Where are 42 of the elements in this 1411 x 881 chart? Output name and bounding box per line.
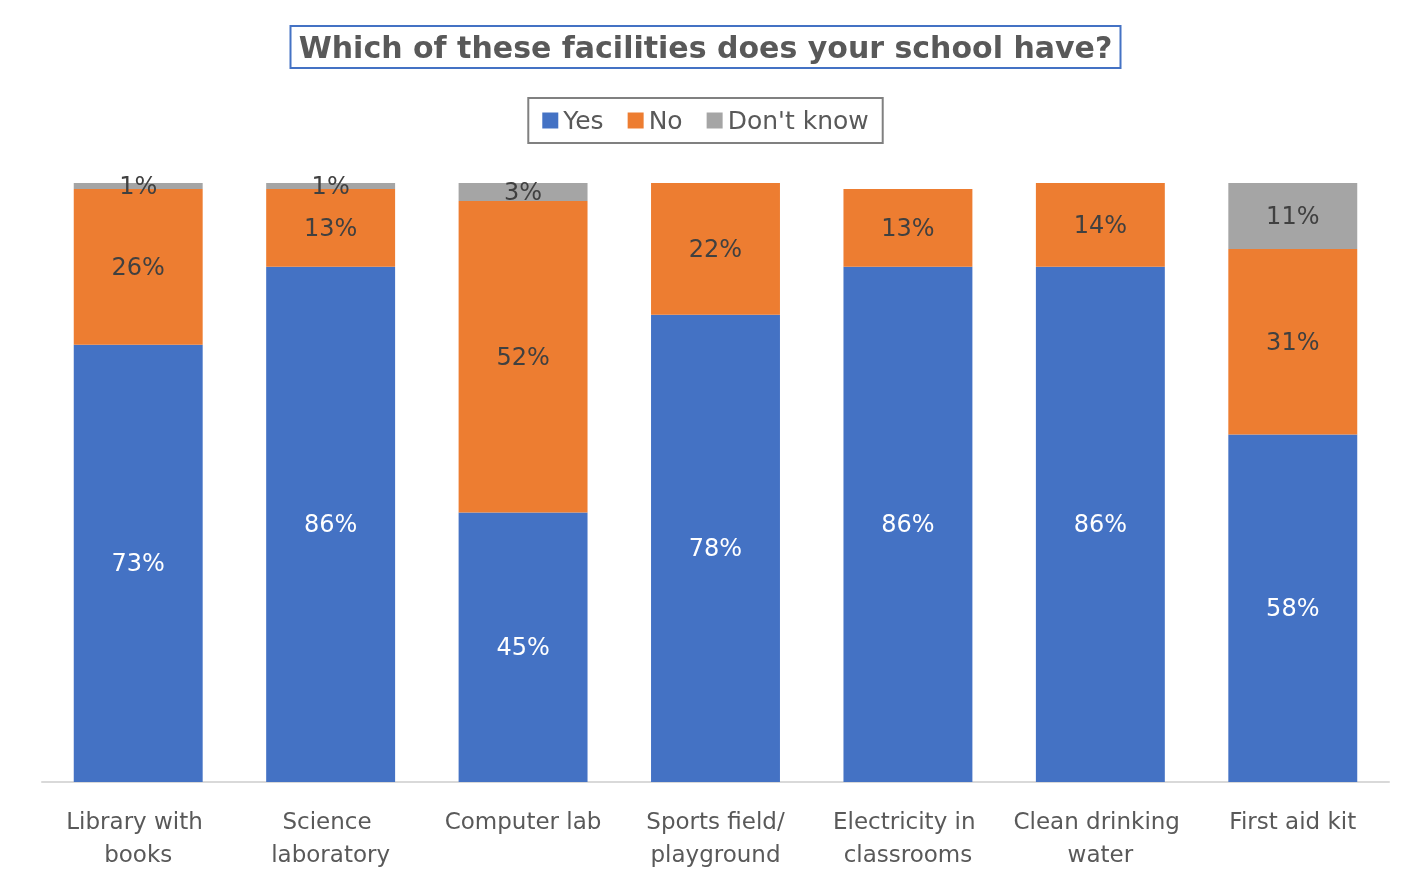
- data-label: 78%: [688, 534, 743, 563]
- data-label: 14%: [1073, 210, 1128, 239]
- bar: [458, 512, 588, 782]
- bar: [1228, 434, 1358, 782]
- data-label: 58%: [1266, 594, 1320, 623]
- legend-label: Yes: [562, 106, 604, 135]
- data-label: 1%: [119, 171, 158, 200]
- bar: [843, 266, 973, 782]
- data-label: 22%: [688, 234, 743, 263]
- data-label: 13%: [881, 213, 935, 242]
- data-label: 86%: [303, 510, 358, 539]
- x-tick-label: Science laboratory: [271, 807, 391, 867]
- x-tick-label: Electricity in classrooms: [833, 807, 983, 867]
- data-label: 52%: [496, 342, 550, 371]
- data-label: 26%: [111, 252, 165, 281]
- x-tick-label: Clean drinking water: [1013, 807, 1188, 867]
- bar: [651, 183, 780, 315]
- bar: [1228, 248, 1358, 435]
- data-label: 3%: [504, 177, 543, 206]
- bar: [1035, 183, 1165, 267]
- bar: [1035, 266, 1165, 782]
- x-tick-label: Sports field/playground: [646, 807, 785, 867]
- data-label: 86%: [881, 510, 935, 539]
- data-label: 1%: [311, 171, 350, 200]
- data-label: 45%: [496, 633, 550, 662]
- bar: [843, 188, 973, 267]
- chart-title: Which of these facilities does your school have?: [298, 29, 1113, 65]
- legend-label: Don't know: [727, 106, 869, 135]
- x-tick-label: Library with books: [66, 807, 211, 867]
- data-label: 13%: [303, 213, 358, 242]
- data-label: 11%: [1266, 201, 1320, 230]
- data-label: 31%: [1266, 327, 1320, 356]
- bar: [458, 200, 588, 513]
- bar: [651, 314, 780, 782]
- x-tick-label: Computer lab: [444, 807, 602, 834]
- x-tick-label: First aid kit: [1229, 807, 1357, 834]
- data-label: 86%: [1073, 510, 1128, 539]
- bar: [266, 266, 396, 782]
- legend-label: No: [648, 106, 683, 135]
- data-label: 73%: [111, 549, 165, 578]
- bar: [73, 344, 203, 782]
- bar: [1228, 183, 1358, 249]
